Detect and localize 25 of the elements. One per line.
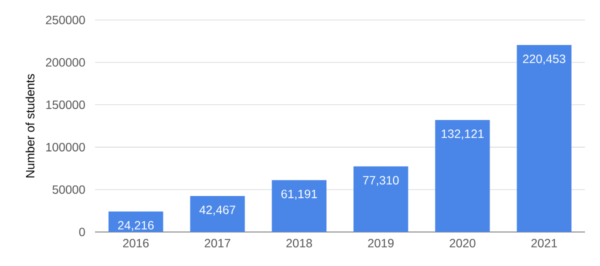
x-tick-label: 2018 — [286, 238, 312, 248]
data-label: 61,191 — [281, 190, 317, 200]
y-tick-label: 0 — [79, 228, 85, 236]
y-tick-label: 250000 — [46, 16, 85, 24]
data-label: 42,467 — [199, 206, 236, 216]
y-tick-label: 200000 — [46, 58, 85, 67]
bar — [190, 196, 245, 232]
x-tick-label: 2016 — [123, 238, 149, 248]
bar — [435, 120, 490, 232]
x-tick-label: 2017 — [204, 238, 230, 248]
y-tick-label: 50000 — [52, 185, 85, 194]
bar — [272, 180, 326, 232]
x-tick-label: 2021 — [531, 238, 557, 248]
bar — [108, 211, 164, 232]
data-label: 24,216 — [118, 221, 154, 231]
x-tick-label: 2020 — [450, 238, 476, 248]
x-tick-label: 2019 — [368, 238, 394, 248]
y-tick-label: 150000 — [46, 100, 85, 110]
data-label: 220,453 — [523, 54, 566, 65]
bar — [516, 45, 572, 232]
data-label: 132,121 — [442, 130, 484, 140]
y-axis-title: Number of students — [26, 74, 34, 178]
y-tick-label: 100000 — [46, 142, 85, 152]
data-label: 77,310 — [363, 176, 399, 186]
bar — [353, 166, 408, 232]
